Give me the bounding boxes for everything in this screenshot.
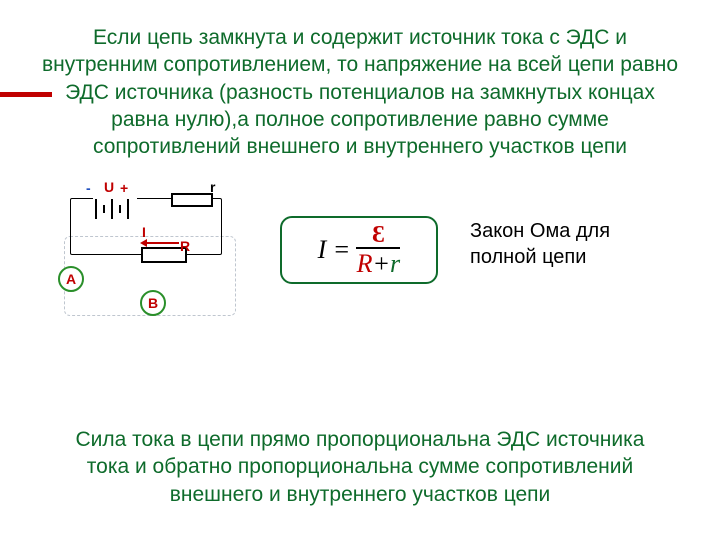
voltmeter-b: B [140,290,166,316]
formula-plus: + [372,249,390,278]
label-plus: + [120,180,128,196]
formula-R: R [357,249,373,278]
current-arrow [143,242,179,244]
ammeter-a: A [58,266,84,292]
ohm-formula-box: I = Ɛ R+r [280,216,438,284]
ohm-formula: I = Ɛ R+r [318,223,401,277]
top-paragraph: Если цепь замкнута и содержит источник т… [40,24,680,160]
label-U: U [104,179,114,195]
formula-eps: Ɛ [372,223,385,247]
label-R: R [180,238,190,254]
label-minus: - [86,180,91,196]
formula-lhs: I = [318,235,351,265]
ohm-law-label: Закон Ома для полной цепи [470,218,670,270]
label-r: r [210,179,215,195]
bottom-paragraph: Сила тока в цепи прямо пропорциональна Э… [60,426,660,508]
formula-r: r [390,249,400,278]
circuit-diagram: - U + r I R A B [60,190,240,320]
label-I: I [142,224,146,240]
